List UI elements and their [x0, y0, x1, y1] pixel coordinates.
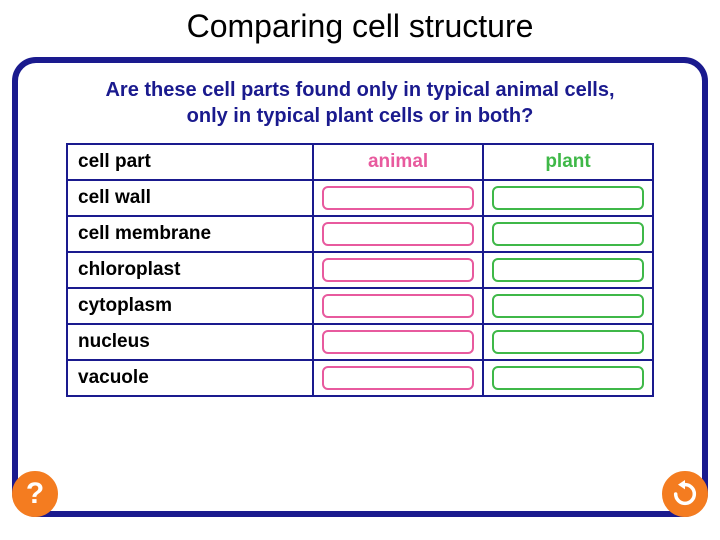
animal-drop-slot[interactable]: [322, 222, 474, 246]
plant-drop-slot[interactable]: [492, 330, 644, 354]
help-icon: ?: [26, 477, 44, 511]
table-row: cell wall: [67, 180, 653, 216]
header-animal: animal: [313, 144, 483, 180]
animal-drop-slot[interactable]: [322, 366, 474, 390]
row-label: cytoplasm: [67, 288, 313, 324]
plant-cell: [483, 252, 653, 288]
page-title: Comparing cell structure: [0, 0, 720, 49]
animal-drop-slot[interactable]: [322, 330, 474, 354]
table-row: vacuole: [67, 360, 653, 396]
animal-drop-slot[interactable]: [322, 186, 474, 210]
plant-cell: [483, 288, 653, 324]
table-row: cytoplasm: [67, 288, 653, 324]
animal-cell: [313, 360, 483, 396]
header-cell-part: cell part: [67, 144, 313, 180]
comparison-table-wrap: cell part animal plant cell wallcell mem…: [66, 143, 654, 397]
row-label: cell wall: [67, 180, 313, 216]
animal-cell: [313, 180, 483, 216]
animal-drop-slot[interactable]: [322, 294, 474, 318]
comparison-table: cell part animal plant cell wallcell mem…: [66, 143, 654, 397]
plant-cell: [483, 360, 653, 396]
plant-drop-slot[interactable]: [492, 294, 644, 318]
question-line-2: only in typical plant cells or in both?: [187, 105, 534, 127]
plant-drop-slot[interactable]: [492, 258, 644, 282]
animal-cell: [313, 252, 483, 288]
animal-cell: [313, 216, 483, 252]
header-plant: plant: [483, 144, 653, 180]
plant-cell: [483, 324, 653, 360]
table-row: cell membrane: [67, 216, 653, 252]
plant-drop-slot[interactable]: [492, 186, 644, 210]
animal-cell: [313, 324, 483, 360]
table-header-row: cell part animal plant: [67, 144, 653, 180]
row-label: vacuole: [67, 360, 313, 396]
reset-button[interactable]: [662, 471, 708, 517]
plant-drop-slot[interactable]: [492, 366, 644, 390]
activity-frame: Are these cell parts found only in typic…: [12, 57, 708, 517]
plant-cell: [483, 180, 653, 216]
row-label: cell membrane: [67, 216, 313, 252]
question-text: Are these cell parts found only in typic…: [18, 77, 702, 143]
table-row: nucleus: [67, 324, 653, 360]
plant-drop-slot[interactable]: [492, 222, 644, 246]
row-label: nucleus: [67, 324, 313, 360]
plant-cell: [483, 216, 653, 252]
row-label: chloroplast: [67, 252, 313, 288]
table-row: chloroplast: [67, 252, 653, 288]
help-button[interactable]: ?: [12, 471, 58, 517]
animal-drop-slot[interactable]: [322, 258, 474, 282]
animal-cell: [313, 288, 483, 324]
question-line-1: Are these cell parts found only in typic…: [105, 79, 614, 101]
reset-icon: [671, 480, 699, 508]
